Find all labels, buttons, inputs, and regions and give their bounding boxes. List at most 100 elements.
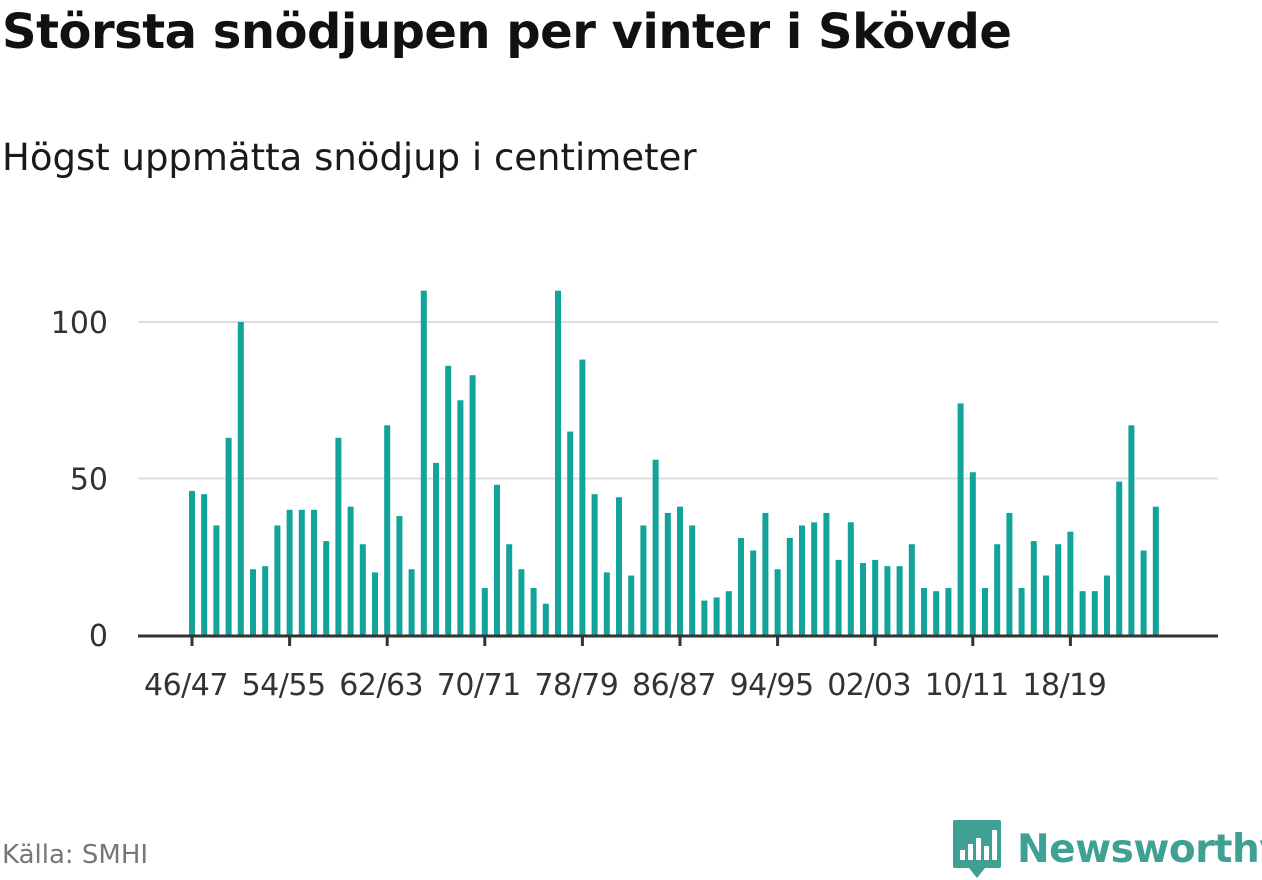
bar-chart-speech-bubble-icon xyxy=(953,820,1001,878)
bar: 13/14: 39 xyxy=(1006,512,1013,635)
bar: 72/73: 29 xyxy=(506,544,513,635)
bar: 91/92: 31 xyxy=(738,537,744,635)
bar: 65/66: 110 xyxy=(420,290,427,635)
bar: 04/05: 22 xyxy=(896,566,903,635)
chart-title: Största snödjupen per vinter i Skövde xyxy=(2,4,1012,60)
x-tick-label: 62/63 xyxy=(339,668,423,703)
bar: 93/94: 39 xyxy=(762,512,769,635)
bar: 89/90: 12 xyxy=(713,597,720,635)
bar: 88/89: 11 xyxy=(701,600,708,635)
bar: 02/03: 24 xyxy=(872,559,879,635)
bar: 74/75: 15 xyxy=(530,588,537,635)
bar: 00/01: 36 xyxy=(847,522,854,635)
bar: 94/95: 21 xyxy=(774,569,781,635)
bar: 51/52: 21 xyxy=(250,569,256,635)
bar: 71/72: 48 xyxy=(494,484,500,635)
bar: 48/49: 35 xyxy=(213,525,220,635)
bar: 60/61: 29 xyxy=(359,544,366,635)
bar: 53/54: 35 xyxy=(274,525,281,635)
bar: 10/11: 52 xyxy=(969,472,976,635)
chart-subtitle: Högst uppmätta snödjup i centimeter xyxy=(2,136,697,179)
bar: 90/91: 14 xyxy=(725,591,732,635)
x-tick-label: 86/87 xyxy=(632,668,716,703)
bar: 80/81: 20 xyxy=(603,572,610,635)
bar: 46/47: 46 xyxy=(189,491,195,635)
x-tick-label: 10/11 xyxy=(925,668,1009,703)
bar: 52/53: 22 xyxy=(262,566,269,635)
bar: 81/82: 44 xyxy=(616,497,622,635)
bar: 96/97: 35 xyxy=(799,525,805,635)
bar: 15/16: 30 xyxy=(1030,541,1037,635)
bar: 76/77: 110 xyxy=(555,290,561,635)
x-tick-label: 54/55 xyxy=(242,668,326,703)
bar: 82/83: 19 xyxy=(628,575,635,635)
bar: 66/67: 55 xyxy=(433,462,439,635)
bar: 59/60: 41 xyxy=(347,506,354,635)
newsworthy-logo: Newsworthy xyxy=(951,818,1262,880)
bar: 57/58: 30 xyxy=(323,541,330,635)
y-tick-label: 50 xyxy=(70,463,108,498)
x-tick-label: 70/71 xyxy=(437,668,521,703)
bar: 79/80: 45 xyxy=(591,494,598,635)
bar: 84/85: 56 xyxy=(652,459,659,635)
bar: 12/13: 29 xyxy=(994,544,1001,635)
bar: 56/57: 40 xyxy=(311,509,317,635)
bar: 99/00: 24 xyxy=(835,559,842,635)
bar: 61/62: 20 xyxy=(372,572,378,635)
bar: 67/68: 86 xyxy=(445,365,452,635)
bar: 83/84: 35 xyxy=(640,525,647,635)
x-tick-label: 02/03 xyxy=(827,668,911,703)
bar: 75/76: 10 xyxy=(542,603,549,635)
bar: 55/56: 40 xyxy=(298,509,305,635)
bar: 86/87: 41 xyxy=(677,506,683,635)
bar: 97/98: 36 xyxy=(811,522,818,635)
bar: 62/63: 67 xyxy=(384,425,391,635)
bar: 95/96: 31 xyxy=(786,537,793,635)
bar: 21/22: 19 xyxy=(1104,575,1110,635)
bar: 85/86: 39 xyxy=(664,512,671,635)
bar: 01/02: 23 xyxy=(860,563,866,635)
source-note: Källa: SMHI xyxy=(2,840,149,870)
bar: 19/20: 14 xyxy=(1079,591,1086,635)
bar: 18/19: 33 xyxy=(1067,531,1074,635)
bar: 49/50: 63 xyxy=(225,437,232,635)
x-tick-label: 78/79 xyxy=(534,668,618,703)
bar: 23/24: 67 xyxy=(1128,425,1135,635)
x-tick-label: 94/95 xyxy=(730,668,814,703)
bar: 50/51: 100 xyxy=(237,322,244,635)
bar: 87/88: 35 xyxy=(689,525,696,635)
bar: 20/21: 14 xyxy=(1091,591,1098,635)
x-tick-label: 18/19 xyxy=(1022,668,1106,703)
bar: 16/17: 19 xyxy=(1043,575,1049,635)
bar: 14/15: 15 xyxy=(1018,588,1025,635)
bar: 54/55: 40 xyxy=(286,509,293,635)
bar: 92/93: 27 xyxy=(750,550,757,635)
bar: 47/48: 45 xyxy=(201,494,208,635)
bar: 64/65: 21 xyxy=(408,569,415,635)
x-tick-label: 46/47 xyxy=(144,668,228,703)
brand-name: Newsworthy xyxy=(1017,826,1262,872)
bar: 07/08: 14 xyxy=(933,591,940,635)
bar: 68/69: 75 xyxy=(457,400,464,635)
bar: 70/71: 15 xyxy=(481,588,488,635)
bar: 78/79: 88 xyxy=(579,359,586,635)
bar: 98/99: 39 xyxy=(823,512,830,635)
bar: 25/26: 41 xyxy=(1152,506,1159,635)
bar: 22/23: 49 xyxy=(1116,481,1123,635)
bar: 03/04: 22 xyxy=(884,566,891,635)
bar: 63/64: 38 xyxy=(396,516,403,635)
bar: 77/78: 65 xyxy=(567,431,574,635)
bar: 05/06: 29 xyxy=(908,544,915,635)
bar: 11/12: 15 xyxy=(982,588,988,635)
bar: 08/09: 15 xyxy=(945,588,952,635)
bar: 09/10: 74 xyxy=(957,403,964,635)
bar: 24/25: 27 xyxy=(1140,550,1147,635)
y-tick-label: 100 xyxy=(51,306,108,341)
bar: 58/59: 63 xyxy=(335,437,342,635)
bar: 69/70: 83 xyxy=(469,375,476,635)
y-tick-label: 0 xyxy=(89,619,108,654)
bar: 73/74: 21 xyxy=(518,569,525,635)
bar: 17/18: 29 xyxy=(1055,544,1062,635)
bar: 06/07: 15 xyxy=(921,588,927,635)
